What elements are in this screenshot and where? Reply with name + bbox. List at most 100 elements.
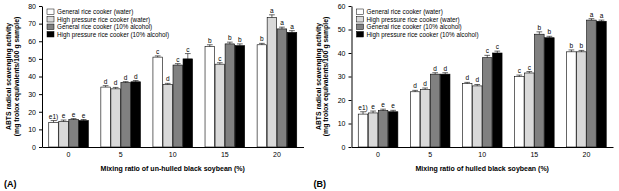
letter: e bbox=[381, 101, 385, 108]
bar bbox=[277, 29, 287, 147]
bar bbox=[267, 17, 277, 147]
y-axis: 01020304050607080 bbox=[28, 3, 42, 151]
y-tick: 20 bbox=[28, 108, 42, 115]
plot-area bbox=[358, 19, 606, 147]
letter: e bbox=[371, 103, 375, 110]
y-tick-mark bbox=[39, 41, 42, 42]
y-axis-title: ABTS radical scavenging activity(mg trol… bbox=[5, 17, 21, 136]
x-axis: 05101520 bbox=[352, 147, 614, 158]
letter: b bbox=[570, 42, 574, 49]
error-bar bbox=[217, 63, 223, 64]
letter: d bbox=[465, 74, 469, 81]
error-bar bbox=[474, 84, 480, 85]
error-bar bbox=[370, 111, 376, 113]
error-bar bbox=[390, 110, 396, 111]
annotations: e1)dcbbeddcaedcbaedcba bbox=[49, 7, 294, 121]
bar bbox=[121, 83, 131, 147]
letter: a bbox=[590, 11, 594, 18]
bar bbox=[49, 122, 59, 147]
y-tick-label: 70 bbox=[28, 20, 36, 27]
letter: e1) bbox=[358, 104, 367, 112]
letter: b bbox=[548, 28, 552, 35]
y-tick-label: 30 bbox=[28, 91, 36, 98]
x-tick-label: 0 bbox=[376, 151, 380, 158]
letter: e bbox=[62, 112, 66, 119]
y-tick: 50 bbox=[28, 56, 42, 63]
error-bar bbox=[422, 88, 428, 89]
y-tick: 30 bbox=[28, 91, 42, 98]
series bbox=[388, 20, 606, 147]
y-tick-mark bbox=[39, 24, 42, 25]
letter: a bbox=[270, 7, 274, 14]
bar bbox=[173, 65, 183, 147]
letter: d bbox=[433, 65, 437, 72]
letter: c bbox=[218, 55, 222, 62]
y-tick: 10 bbox=[28, 126, 42, 133]
legend-swatch bbox=[47, 17, 54, 23]
error-bar bbox=[547, 36, 553, 37]
legend: General rice cooker (water)High pressure… bbox=[357, 8, 479, 39]
error-bar bbox=[71, 119, 77, 120]
letter: c bbox=[486, 47, 490, 54]
error-bar bbox=[123, 82, 129, 83]
panel: 010203040506005101520e1)ddcbeddcbedcbaed… bbox=[314, 3, 614, 189]
bar bbox=[368, 113, 378, 147]
error-bar bbox=[133, 81, 139, 82]
error-bar bbox=[237, 44, 243, 46]
y-tick-label: 30 bbox=[338, 73, 346, 80]
bar bbox=[235, 46, 245, 147]
y-tick: 0 bbox=[32, 144, 42, 151]
x-tick: 10 bbox=[478, 147, 486, 158]
letter: e bbox=[391, 102, 395, 109]
letter: e bbox=[72, 111, 76, 118]
y-tick-mark bbox=[349, 6, 352, 7]
y-tick-label: 10 bbox=[28, 126, 36, 133]
y-tick-mark bbox=[39, 147, 42, 148]
error-bar bbox=[442, 73, 448, 74]
panel-title: (B) bbox=[314, 179, 327, 189]
letter: d bbox=[166, 75, 170, 82]
x-tick-label: 15 bbox=[221, 151, 229, 158]
y-axis: 0102030405060 bbox=[338, 3, 352, 151]
error-bar bbox=[259, 43, 265, 44]
y-tick-mark bbox=[349, 77, 352, 78]
error-bar bbox=[289, 31, 295, 33]
bar bbox=[257, 45, 267, 147]
series bbox=[49, 43, 267, 147]
error-bar bbox=[113, 87, 119, 88]
y-tick: 0 bbox=[342, 144, 352, 151]
bar bbox=[472, 86, 482, 147]
error-bar bbox=[279, 27, 285, 29]
bar bbox=[79, 121, 89, 147]
y-tick-mark bbox=[349, 100, 352, 101]
error-bar bbox=[207, 45, 213, 47]
y-tick: 80 bbox=[28, 3, 42, 10]
letter: d bbox=[443, 65, 447, 72]
bar bbox=[131, 82, 141, 147]
y-axis-line bbox=[42, 7, 43, 148]
x-tick-label: 5 bbox=[119, 151, 123, 158]
error-bar bbox=[412, 90, 418, 91]
series bbox=[79, 31, 297, 147]
x-tick-label: 15 bbox=[530, 151, 538, 158]
bar bbox=[358, 114, 368, 147]
bar bbox=[535, 34, 545, 147]
bar bbox=[587, 20, 597, 147]
x-tick: 20 bbox=[583, 147, 591, 158]
y-tick-mark bbox=[39, 59, 42, 60]
bar bbox=[111, 89, 121, 147]
y-tick-label: 20 bbox=[338, 97, 346, 104]
error-bar bbox=[494, 51, 500, 53]
letter: c bbox=[518, 67, 522, 74]
error-bar bbox=[589, 19, 595, 20]
error-bar bbox=[579, 50, 585, 51]
letter: d bbox=[124, 74, 128, 81]
y-tick-label: 60 bbox=[338, 3, 346, 10]
x-tick-label: 20 bbox=[273, 151, 281, 158]
bar bbox=[493, 53, 503, 147]
legend-swatch bbox=[47, 32, 54, 38]
x-tick-label: 20 bbox=[583, 151, 591, 158]
y-tick-mark bbox=[39, 6, 42, 7]
bar bbox=[163, 84, 173, 147]
y-tick-label: 50 bbox=[338, 26, 346, 33]
